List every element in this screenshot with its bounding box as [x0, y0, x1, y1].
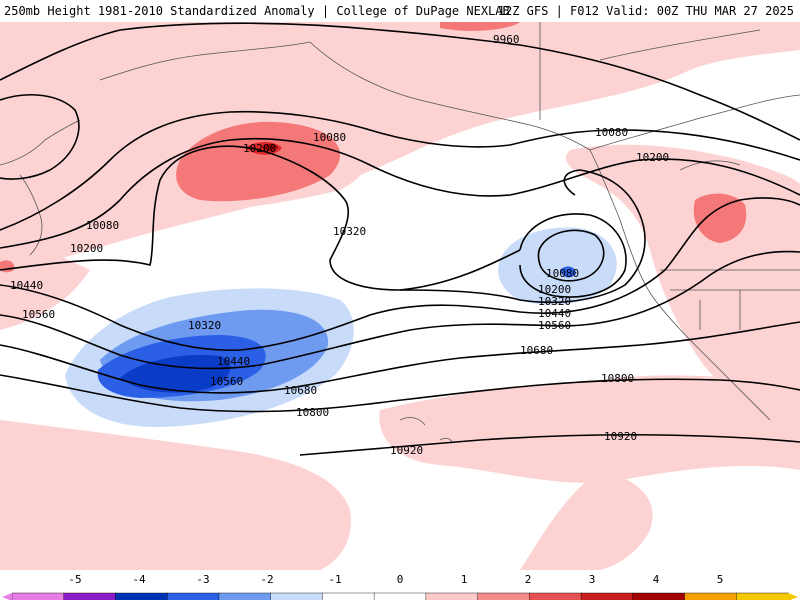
contour-label: 10440	[217, 355, 250, 368]
colorbar-left-arrow	[2, 593, 12, 600]
contour-10680	[0, 321, 800, 394]
colorbar-tick: -2	[260, 573, 273, 586]
colorbar-swatch	[529, 592, 582, 600]
contour-label: 10560	[538, 319, 571, 332]
colorbar: -5 -4 -3 -2 -1 0 1 2 3 4 5	[2, 573, 798, 600]
colorbar-swatch	[115, 592, 168, 600]
contour-10800	[0, 374, 800, 413]
colorbar-swatch	[166, 592, 220, 600]
contour-10080	[0, 110, 800, 231]
contour-label: 10080	[313, 131, 346, 144]
contour-label: 10200	[243, 142, 276, 155]
colorbar-ticks: -5 -4 -3 -2 -1 0 1 2 3 4 5	[68, 573, 723, 586]
contour-10080-ring	[0, 94, 80, 180]
map-header: 250mb Height 1981-2010 Standardized Anom…	[0, 0, 800, 22]
colorbar-swatch	[322, 592, 375, 600]
colorbar-swatch	[477, 592, 531, 600]
contour-label: 10320	[538, 295, 571, 308]
colorbar-tick: 3	[589, 573, 596, 586]
colorbar-tick: -1	[328, 573, 341, 586]
contour-label: 10920	[390, 444, 423, 457]
contour-label: 10320	[188, 319, 221, 332]
colorbar-tick: -3	[196, 573, 209, 586]
contour-label: 10080	[86, 219, 119, 232]
contour-label: 10440	[538, 307, 571, 320]
run-info: 12Z GFS | F012 Valid: 00Z THU MAR 27 202…	[497, 4, 794, 18]
contour-label: 10320	[333, 225, 366, 238]
colorbar-swatch	[425, 592, 479, 600]
contour-label: 10200	[538, 283, 571, 296]
contour-10080-low	[537, 229, 605, 282]
contour-9960	[0, 22, 800, 141]
contour-10200	[0, 137, 800, 249]
contour-label: 10080	[595, 126, 628, 139]
contour-10200-low	[519, 213, 627, 298]
colorbar-swatch	[373, 592, 427, 600]
coastlines	[0, 22, 800, 443]
colorbar-tick: 1	[461, 573, 468, 586]
contour-label: 9960	[493, 33, 520, 46]
contour-label: 10560	[22, 308, 55, 321]
contour-label: 10200	[70, 242, 103, 255]
colorbar-swatch	[218, 592, 272, 600]
colorbar-swatch	[63, 592, 117, 600]
colorbar-swatch	[580, 592, 634, 600]
colorbar-tick: 2	[525, 573, 532, 586]
map-title: 250mb Height 1981-2010 Standardized Anom…	[4, 4, 510, 18]
anomaly-map: 9960 10080 10080 10080 10080 10200 10200…	[0, 22, 800, 570]
contour-labels: 9960 10080 10080 10080 10080 10200 10200…	[10, 33, 669, 457]
colorbar-tick: 0	[397, 573, 404, 586]
height-contours	[0, 22, 800, 456]
colorbar-tick: -5	[68, 573, 81, 586]
colorbar-swatch	[11, 592, 65, 600]
contour-10560	[0, 250, 800, 370]
contour-label: 10680	[284, 384, 317, 397]
colorbar-swatches	[11, 592, 789, 600]
colorbar-right-arrow	[788, 593, 798, 600]
colorbar-tick: 4	[653, 573, 660, 586]
colorbar-tick: -4	[132, 573, 146, 586]
contour-10320-low	[399, 169, 646, 304]
contour-label: 10680	[520, 344, 553, 357]
contour-label: 10080	[546, 267, 579, 280]
contour-10920	[299, 433, 800, 456]
contour-label: 10800	[296, 406, 329, 419]
colorbar-tick: 5	[717, 573, 724, 586]
contour-label: 10200	[636, 151, 669, 164]
colorbar-swatch	[736, 592, 789, 600]
contour-label: 10800	[601, 372, 634, 385]
colorbar-swatch	[270, 592, 324, 600]
contour-label: 10920	[604, 430, 637, 443]
contour-10440	[0, 197, 800, 352]
colorbar-swatch	[684, 592, 737, 600]
contour-label: 10440	[10, 279, 43, 292]
contour-label: 10560	[210, 375, 243, 388]
contour-10320	[0, 145, 521, 291]
colorbar-swatch	[632, 592, 686, 600]
